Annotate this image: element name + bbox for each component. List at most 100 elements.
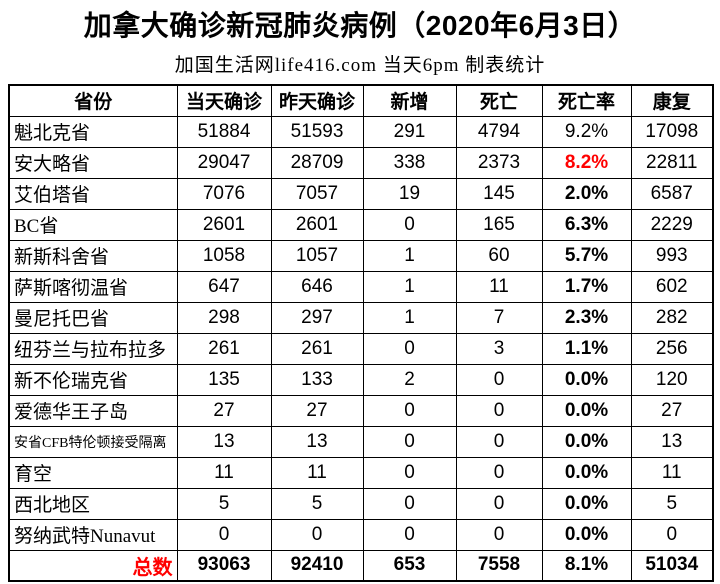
table-row: 安省CFB特伦顿接受隔离 13 13 0 0 0.0% 13 bbox=[8, 425, 714, 458]
cell-deaths: 2373 bbox=[455, 146, 543, 179]
totals-death-rate: 8.1% bbox=[541, 549, 632, 582]
cell-deaths: 0 bbox=[455, 487, 543, 520]
cell-today: 51884 bbox=[176, 115, 272, 148]
cell-recovered: 22811 bbox=[630, 146, 714, 179]
cell-today: 27 bbox=[176, 394, 272, 427]
totals-row: 总数 93063 92410 653 7558 8.1% 51034 bbox=[8, 549, 714, 582]
cell-province: 魁北克省 bbox=[8, 115, 178, 148]
cell-recovered: 6587 bbox=[630, 177, 714, 210]
cell-yesterday: 28709 bbox=[270, 146, 364, 179]
covid-cases-table: 省份 当天确诊 昨天确诊 新增 死亡 死亡率 康复 魁北克省 51884 51593… bbox=[8, 84, 714, 582]
cell-province: 安大略省 bbox=[8, 146, 178, 179]
cell-yesterday: 646 bbox=[270, 270, 364, 303]
cell-province: 新斯科舍省 bbox=[8, 239, 178, 272]
cell-new: 2 bbox=[362, 363, 457, 396]
col-header-today: 当天确诊 bbox=[176, 84, 272, 117]
cell-recovered: 11 bbox=[630, 456, 714, 489]
cell-today: 2601 bbox=[176, 208, 272, 241]
cell-death-rate: 9.2% bbox=[541, 115, 632, 148]
col-header-recovered: 康复 bbox=[630, 84, 714, 117]
cell-death-rate: 0.0% bbox=[541, 363, 632, 396]
cell-province: BC省 bbox=[8, 208, 178, 241]
cell-today: 298 bbox=[176, 301, 272, 334]
cell-today: 647 bbox=[176, 270, 272, 303]
cell-death-rate: 6.3% bbox=[541, 208, 632, 241]
cell-death-rate: 0.0% bbox=[541, 394, 632, 427]
cell-recovered: 2229 bbox=[630, 208, 714, 241]
cell-deaths: 0 bbox=[455, 363, 543, 396]
table-row: 艾伯塔省 7076 7057 19 145 2.0% 6587 bbox=[8, 177, 714, 210]
cell-new: 1 bbox=[362, 270, 457, 303]
table-row: 育空 11 11 0 0 0.0% 11 bbox=[8, 456, 714, 489]
table-row: 魁北克省 51884 51593 291 4794 9.2% 17098 bbox=[8, 115, 714, 148]
cell-yesterday: 11 bbox=[270, 456, 364, 489]
table-row: 新斯科舍省 1058 1057 1 60 5.7% 993 bbox=[8, 239, 714, 272]
totals-today: 93063 bbox=[176, 549, 272, 582]
cell-death-rate: 5.7% bbox=[541, 239, 632, 272]
cell-yesterday: 27 bbox=[270, 394, 364, 427]
cell-province: 艾伯塔省 bbox=[8, 177, 178, 210]
cell-deaths: 60 bbox=[455, 239, 543, 272]
cell-deaths: 145 bbox=[455, 177, 543, 210]
cell-today: 7076 bbox=[176, 177, 272, 210]
cell-deaths: 0 bbox=[455, 425, 543, 458]
cell-recovered: 256 bbox=[630, 332, 714, 365]
table-header-row: 省份 当天确诊 昨天确诊 新增 死亡 死亡率 康复 bbox=[8, 84, 714, 117]
cell-today: 13 bbox=[176, 425, 272, 458]
cell-today: 0 bbox=[176, 518, 272, 551]
cell-deaths: 0 bbox=[455, 456, 543, 489]
cell-recovered: 27 bbox=[630, 394, 714, 427]
cell-new: 291 bbox=[362, 115, 457, 148]
cell-death-rate: 8.2% bbox=[541, 146, 632, 179]
cell-province: 西北地区 bbox=[8, 487, 178, 520]
col-header-deaths: 死亡 bbox=[455, 84, 543, 117]
cell-province: 曼尼托巴省 bbox=[8, 301, 178, 334]
table-row: 曼尼托巴省 298 297 1 7 2.3% 282 bbox=[8, 301, 714, 334]
cell-death-rate: 0.0% bbox=[541, 487, 632, 520]
cell-death-rate: 2.0% bbox=[541, 177, 632, 210]
cell-yesterday: 2601 bbox=[270, 208, 364, 241]
cell-recovered: 0 bbox=[630, 518, 714, 551]
cell-recovered: 602 bbox=[630, 270, 714, 303]
cell-today: 135 bbox=[176, 363, 272, 396]
cell-today: 29047 bbox=[176, 146, 272, 179]
cell-province: 育空 bbox=[8, 456, 178, 489]
table-row: 安大略省 29047 28709 338 2373 8.2% 22811 bbox=[8, 146, 714, 179]
page-subtitle: 加国生活网life416.com 当天6pm 制表统计 bbox=[174, 55, 546, 76]
cell-new: 1 bbox=[362, 239, 457, 272]
table-row: 新不伦瑞克省 135 133 2 0 0.0% 120 bbox=[8, 363, 714, 396]
cell-death-rate: 0.0% bbox=[541, 456, 632, 489]
cell-deaths: 0 bbox=[455, 394, 543, 427]
cell-recovered: 13 bbox=[630, 425, 714, 458]
cell-new: 0 bbox=[362, 425, 457, 458]
cell-recovered: 120 bbox=[630, 363, 714, 396]
cell-recovered: 17098 bbox=[630, 115, 714, 148]
col-header-province: 省份 bbox=[8, 84, 178, 117]
cell-new: 0 bbox=[362, 394, 457, 427]
cell-yesterday: 7057 bbox=[270, 177, 364, 210]
cell-yesterday: 51593 bbox=[270, 115, 364, 148]
cell-yesterday: 1057 bbox=[270, 239, 364, 272]
table-row: 爱德华王子岛 27 27 0 0 0.0% 27 bbox=[8, 394, 714, 427]
cell-recovered: 282 bbox=[630, 301, 714, 334]
cell-today: 5 bbox=[176, 487, 272, 520]
table-body: 魁北克省 51884 51593 291 4794 9.2% 17098 安大略省 29047 2… bbox=[8, 115, 714, 551]
table-row: 努纳武特Nunavut 0 0 0 0 0.0% 0 bbox=[8, 518, 714, 551]
cell-new: 0 bbox=[362, 208, 457, 241]
cell-province: 纽芬兰与拉布拉多 bbox=[8, 332, 178, 365]
cell-new: 0 bbox=[362, 456, 457, 489]
cell-province: 努纳武特Nunavut bbox=[8, 518, 178, 551]
cell-new: 338 bbox=[362, 146, 457, 179]
cell-new: 19 bbox=[362, 177, 457, 210]
cell-yesterday: 133 bbox=[270, 363, 364, 396]
col-header-new: 新增 bbox=[362, 84, 457, 117]
col-header-yesterday: 昨天确诊 bbox=[270, 84, 364, 117]
cell-today: 11 bbox=[176, 456, 272, 489]
table-row: 西北地区 5 5 0 0 0.0% 5 bbox=[8, 487, 714, 520]
cell-province: 安省CFB特伦顿接受隔离 bbox=[8, 425, 178, 458]
cell-death-rate: 0.0% bbox=[541, 518, 632, 551]
cell-deaths: 7 bbox=[455, 301, 543, 334]
cell-province: 爱德华王子岛 bbox=[8, 394, 178, 427]
table-row: BC省 2601 2601 0 165 6.3% 2229 bbox=[8, 208, 714, 241]
cell-new: 0 bbox=[362, 518, 457, 551]
